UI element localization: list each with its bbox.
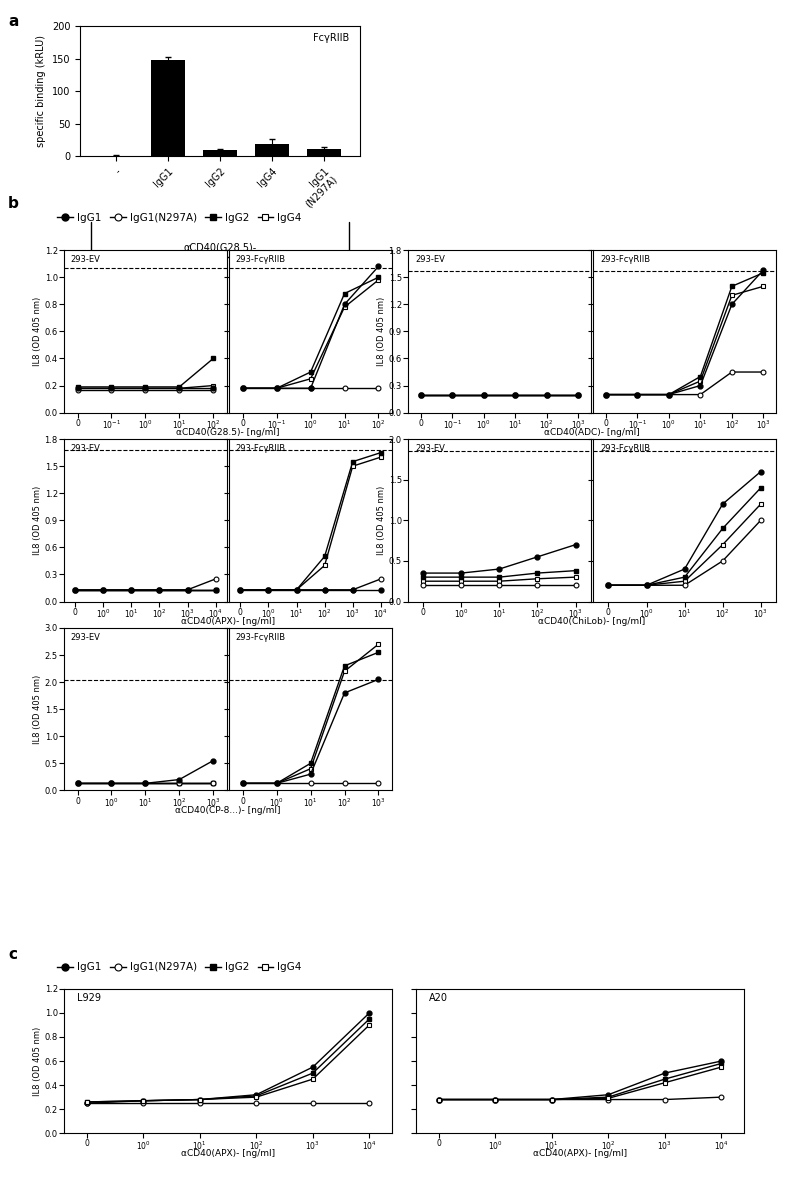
Legend: IgG1, IgG1(N297A), IgG2, IgG4: IgG1, IgG1(N297A), IgG2, IgG4 bbox=[54, 958, 306, 977]
Text: 293-EV: 293-EV bbox=[415, 444, 445, 454]
Text: c: c bbox=[8, 947, 17, 961]
Text: a: a bbox=[8, 14, 18, 29]
Text: A20: A20 bbox=[429, 994, 448, 1003]
Text: αCD40(G28.5)-: αCD40(G28.5)- bbox=[183, 242, 257, 253]
Text: αCD40(ADC)- [ng/ml]: αCD40(ADC)- [ng/ml] bbox=[544, 428, 640, 437]
Text: αCD40(CP-8...)- [ng/ml]: αCD40(CP-8...)- [ng/ml] bbox=[175, 806, 281, 814]
Bar bbox=[307, 149, 341, 156]
Y-axis label: IL8 (OD 405 nm): IL8 (OD 405 nm) bbox=[377, 486, 386, 555]
Text: FcγRIIB: FcγRIIB bbox=[313, 32, 349, 43]
Text: αCD40(APX)- [ng/ml]: αCD40(APX)- [ng/ml] bbox=[181, 617, 275, 626]
Text: αCD40(APX)- [ng/ml]: αCD40(APX)- [ng/ml] bbox=[181, 1149, 275, 1157]
Y-axis label: IL8 (OD 405 nm): IL8 (OD 405 nm) bbox=[33, 1026, 42, 1096]
Bar bbox=[151, 60, 185, 156]
Text: 293-EV: 293-EV bbox=[70, 255, 100, 265]
Text: αCD40(ChiLob)- [ng/ml]: αCD40(ChiLob)- [ng/ml] bbox=[538, 617, 646, 626]
Text: 293-EV: 293-EV bbox=[70, 444, 100, 454]
Y-axis label: IL8 (OD 405 nm): IL8 (OD 405 nm) bbox=[33, 675, 42, 743]
Text: 293-FcγRIIB: 293-FcγRIIB bbox=[236, 255, 286, 265]
Bar bbox=[255, 144, 289, 156]
Bar bbox=[203, 150, 237, 156]
Text: αCD40(G28.5)- [ng/ml]: αCD40(G28.5)- [ng/ml] bbox=[176, 428, 280, 437]
Text: 293-FcγRIIB: 293-FcγRIIB bbox=[236, 633, 286, 642]
Text: b: b bbox=[8, 196, 19, 211]
Y-axis label: IL8 (OD 405 nm): IL8 (OD 405 nm) bbox=[33, 297, 42, 366]
Text: 293-FcγRIIB: 293-FcγRIIB bbox=[601, 255, 650, 265]
Y-axis label: IL8 (OD 405 nm): IL8 (OD 405 nm) bbox=[33, 486, 42, 555]
Legend: IgG1, IgG1(N297A), IgG2, IgG4: IgG1, IgG1(N297A), IgG2, IgG4 bbox=[54, 208, 306, 227]
Text: 293-FcγRIIB: 293-FcγRIIB bbox=[601, 444, 650, 454]
Y-axis label: IL8 (OD 405 nm): IL8 (OD 405 nm) bbox=[377, 297, 386, 366]
Text: 293-EV: 293-EV bbox=[70, 633, 100, 642]
Text: L929: L929 bbox=[77, 994, 101, 1003]
Y-axis label: specific binding (kRLU): specific binding (kRLU) bbox=[36, 35, 46, 148]
Text: 293-EV: 293-EV bbox=[415, 255, 445, 265]
Text: αCD40(APX)- [ng/ml]: αCD40(APX)- [ng/ml] bbox=[533, 1149, 627, 1157]
Text: 293-FcγRIIB: 293-FcγRIIB bbox=[236, 444, 286, 454]
